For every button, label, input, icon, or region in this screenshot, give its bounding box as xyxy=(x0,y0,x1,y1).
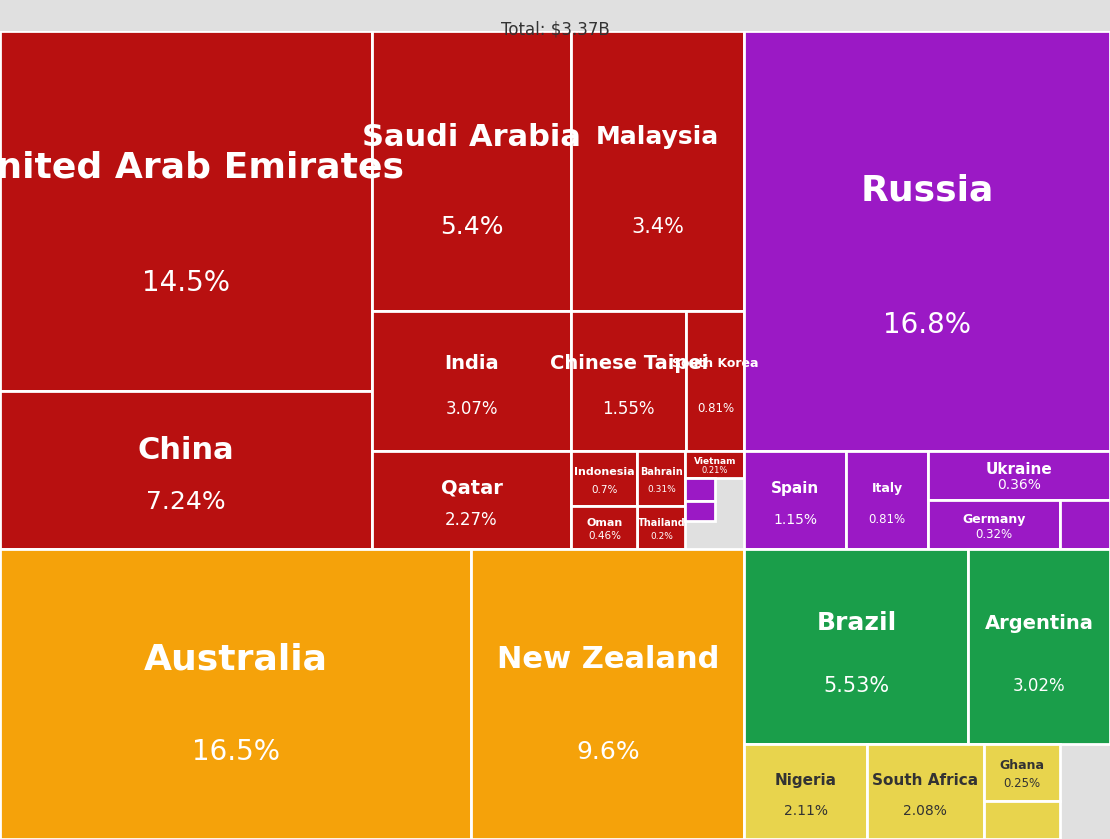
Text: 7.24%: 7.24% xyxy=(147,490,225,513)
Text: 2.11%: 2.11% xyxy=(784,804,828,817)
Bar xyxy=(372,451,572,550)
Text: 0.32%: 0.32% xyxy=(976,529,1012,541)
Text: 0.25%: 0.25% xyxy=(1003,778,1040,790)
Bar xyxy=(867,744,983,839)
Bar xyxy=(372,310,572,451)
Text: 0.7%: 0.7% xyxy=(592,485,617,495)
Text: 16.5%: 16.5% xyxy=(192,738,280,766)
Text: 2.08%: 2.08% xyxy=(904,804,947,817)
Bar xyxy=(983,744,1060,801)
Bar xyxy=(637,507,685,550)
Text: 16.8%: 16.8% xyxy=(884,310,971,339)
Text: Vietnam: Vietnam xyxy=(694,456,736,466)
Text: 0.2%: 0.2% xyxy=(650,532,673,541)
Text: 0.21%: 0.21% xyxy=(702,466,728,475)
Text: 3.02%: 3.02% xyxy=(1013,677,1066,695)
Text: Total: $3.37B: Total: $3.37B xyxy=(501,21,609,39)
Bar xyxy=(928,500,1060,550)
Text: 1.55%: 1.55% xyxy=(603,399,655,418)
Text: United Arab Emirates: United Arab Emirates xyxy=(0,151,404,185)
Bar xyxy=(983,801,1060,839)
Text: New Zealand: New Zealand xyxy=(497,645,719,674)
Text: 0.81%: 0.81% xyxy=(697,402,734,415)
Bar xyxy=(685,502,715,521)
Bar xyxy=(745,451,846,550)
Bar xyxy=(372,31,572,310)
Bar xyxy=(846,451,928,550)
Text: 0.46%: 0.46% xyxy=(588,531,620,541)
Text: Russia: Russia xyxy=(860,174,993,207)
Text: 14.5%: 14.5% xyxy=(142,268,230,297)
Text: Brazil: Brazil xyxy=(816,612,897,635)
Bar xyxy=(572,451,637,507)
Text: Nigeria: Nigeria xyxy=(775,773,837,788)
Text: 3.07%: 3.07% xyxy=(445,399,497,418)
Text: 0.36%: 0.36% xyxy=(997,478,1041,492)
Text: 2.27%: 2.27% xyxy=(445,511,497,529)
Text: Italy: Italy xyxy=(871,482,902,494)
Bar xyxy=(572,31,745,310)
Text: India: India xyxy=(444,354,498,373)
Text: 5.4%: 5.4% xyxy=(440,215,503,239)
Text: Indonesia: Indonesia xyxy=(574,466,635,477)
Text: China: China xyxy=(138,436,234,466)
Bar xyxy=(685,451,745,478)
Bar xyxy=(745,550,968,744)
Text: 0.81%: 0.81% xyxy=(868,513,906,526)
Bar xyxy=(685,478,715,502)
Bar xyxy=(1060,500,1110,550)
Bar xyxy=(745,31,1110,451)
Text: Qatar: Qatar xyxy=(441,478,503,498)
Bar xyxy=(572,507,637,550)
Bar xyxy=(472,550,745,839)
Text: Argentina: Argentina xyxy=(985,614,1093,633)
Text: Thailand: Thailand xyxy=(637,518,685,528)
Bar xyxy=(637,451,685,507)
Bar xyxy=(745,744,867,839)
Bar xyxy=(0,550,472,839)
Text: Ghana: Ghana xyxy=(999,759,1045,772)
Bar xyxy=(0,31,372,391)
Bar xyxy=(686,310,745,451)
Text: Malaysia: Malaysia xyxy=(596,125,719,149)
Text: Australia: Australia xyxy=(144,643,327,676)
Bar xyxy=(0,391,372,550)
Text: Saudi Arabia: Saudi Arabia xyxy=(362,122,581,152)
Text: South Korea: South Korea xyxy=(673,357,758,370)
Text: South Africa: South Africa xyxy=(872,773,978,788)
Bar xyxy=(968,550,1110,744)
Bar xyxy=(928,451,1110,500)
Text: Germany: Germany xyxy=(962,513,1026,525)
Text: Bahrain: Bahrain xyxy=(640,466,683,477)
Text: Spain: Spain xyxy=(771,481,819,496)
Text: 1.15%: 1.15% xyxy=(774,513,817,527)
Text: 0.31%: 0.31% xyxy=(647,485,676,494)
Text: 3.4%: 3.4% xyxy=(632,216,684,237)
Text: 5.53%: 5.53% xyxy=(824,675,889,696)
Text: 9.6%: 9.6% xyxy=(576,740,639,764)
Text: Ukraine: Ukraine xyxy=(986,462,1052,477)
Text: Chinese Taipei: Chinese Taipei xyxy=(549,354,708,373)
Text: Oman: Oman xyxy=(586,518,623,528)
Bar xyxy=(572,310,686,451)
